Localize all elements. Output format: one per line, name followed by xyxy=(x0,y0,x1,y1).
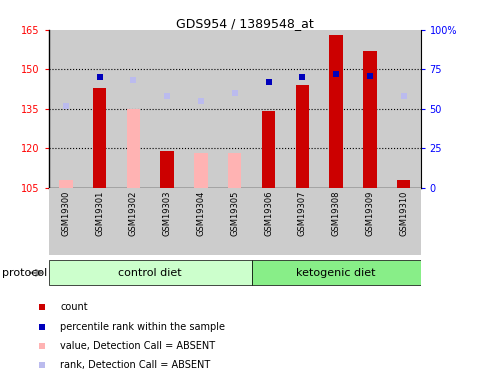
Bar xyxy=(49,188,82,255)
Bar xyxy=(227,153,241,188)
Text: GSM19307: GSM19307 xyxy=(297,191,306,236)
Text: GSM19303: GSM19303 xyxy=(163,191,171,236)
Bar xyxy=(160,151,174,188)
Text: GSM19302: GSM19302 xyxy=(129,191,138,236)
Bar xyxy=(49,260,251,285)
Bar xyxy=(285,188,319,255)
Bar xyxy=(386,30,420,188)
Bar xyxy=(251,30,285,188)
Text: count: count xyxy=(61,302,88,312)
Text: control diet: control diet xyxy=(118,268,182,278)
Bar xyxy=(194,153,207,188)
Bar xyxy=(49,30,82,188)
Bar xyxy=(352,30,386,188)
Text: GSM19308: GSM19308 xyxy=(331,191,340,236)
Bar xyxy=(150,188,183,255)
Bar xyxy=(396,180,409,188)
Bar xyxy=(251,260,420,285)
Bar xyxy=(285,30,319,188)
Text: GSM19306: GSM19306 xyxy=(264,191,272,236)
Text: rank, Detection Call = ABSENT: rank, Detection Call = ABSENT xyxy=(61,360,210,370)
Text: percentile rank within the sample: percentile rank within the sample xyxy=(61,322,225,332)
Bar xyxy=(319,188,352,255)
Text: value, Detection Call = ABSENT: value, Detection Call = ABSENT xyxy=(61,341,215,351)
Bar xyxy=(319,30,352,188)
Bar xyxy=(183,30,217,188)
Bar xyxy=(59,180,72,188)
Text: protocol: protocol xyxy=(2,268,48,278)
Bar xyxy=(261,111,275,188)
Bar xyxy=(93,88,106,188)
Bar xyxy=(116,188,150,255)
Bar xyxy=(251,188,285,255)
Text: GSM19310: GSM19310 xyxy=(398,191,407,236)
Bar xyxy=(116,30,150,188)
Bar xyxy=(295,85,308,188)
Text: GSM19304: GSM19304 xyxy=(196,191,205,236)
Bar xyxy=(82,188,116,255)
Bar xyxy=(150,30,183,188)
Bar xyxy=(217,30,251,188)
Bar xyxy=(183,188,217,255)
Bar xyxy=(386,188,420,255)
Bar xyxy=(217,188,251,255)
Bar xyxy=(352,188,386,255)
Text: GDS954 / 1389548_at: GDS954 / 1389548_at xyxy=(175,17,313,30)
Text: GSM19301: GSM19301 xyxy=(95,191,104,236)
Text: ketogenic diet: ketogenic diet xyxy=(296,268,375,278)
Bar xyxy=(328,35,342,188)
Bar xyxy=(126,109,140,188)
Bar xyxy=(363,51,376,188)
Bar xyxy=(82,30,116,188)
Text: GSM19300: GSM19300 xyxy=(61,191,70,236)
Text: GSM19309: GSM19309 xyxy=(365,191,374,236)
Text: GSM19305: GSM19305 xyxy=(230,191,239,236)
